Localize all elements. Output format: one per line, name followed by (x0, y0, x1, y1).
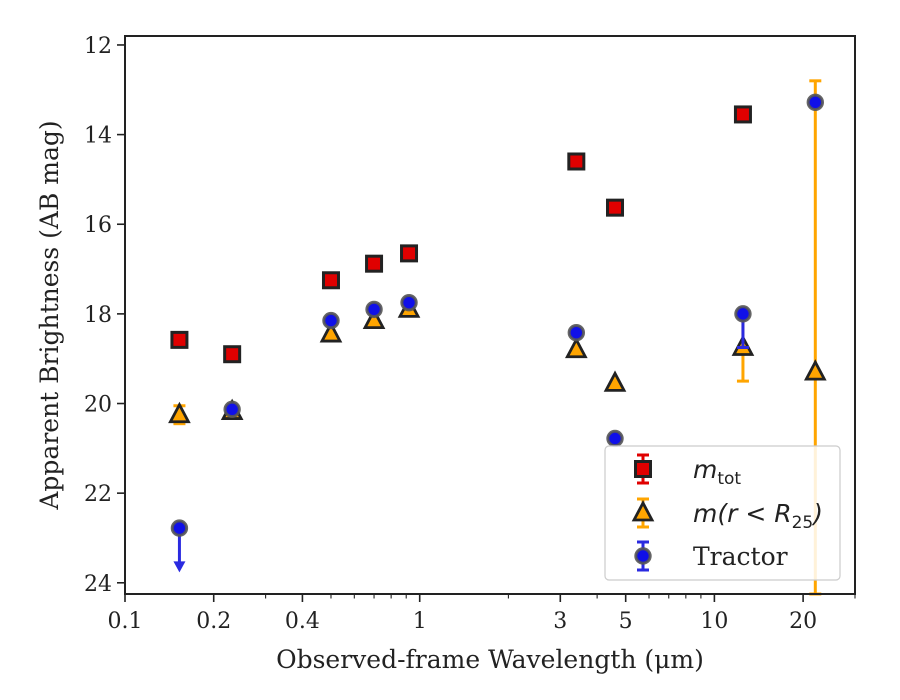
legend-frame (604, 445, 841, 581)
x-tick-label: 0.2 (196, 609, 231, 634)
data-point (365, 254, 384, 273)
x-tick-label: 3 (553, 609, 567, 634)
legend-entry: Tractor (634, 540, 788, 572)
y-tick-label: 14 (84, 124, 112, 149)
y-tick-label: 20 (84, 393, 112, 418)
data-point (170, 330, 189, 349)
data-point (168, 401, 191, 424)
legend-marker (634, 547, 652, 565)
data-point (322, 311, 340, 330)
data-point (734, 305, 752, 323)
data-point (567, 152, 586, 171)
data-point (223, 345, 242, 364)
data-point (362, 307, 386, 330)
x-tick-label: 20 (789, 609, 817, 634)
data-point (400, 244, 419, 263)
y-tick-label: 12 (84, 34, 112, 59)
y-tick-label: 18 (84, 303, 112, 328)
legend-marker (631, 500, 655, 522)
legend-marker (634, 460, 652, 478)
data-point (606, 429, 624, 448)
data-marks (168, 79, 827, 596)
data-point (603, 370, 627, 392)
series-triangle (168, 79, 827, 596)
legend-entry: m(r < R25) (631, 497, 823, 533)
data-point (321, 271, 340, 290)
x-tick-label: 5 (619, 609, 633, 634)
axis-ticks: 0.1 0.2 0.4 1 3 5 10 20 12 14 16 18 20 22 24 (84, 34, 856, 634)
data-point (567, 324, 586, 342)
y-tick-label: 22 (84, 482, 112, 507)
legend-entry: mtot (634, 453, 741, 489)
data-point (319, 321, 343, 343)
x-tick-label: 1 (413, 609, 427, 634)
series-square (170, 105, 752, 364)
y-tick-label: 16 (84, 213, 112, 238)
data-point (803, 359, 827, 381)
x-tick-label: 0.1 (108, 609, 143, 634)
y-tick-label: 24 (84, 572, 112, 597)
x-tick-label: 0.4 (285, 609, 320, 634)
data-point (806, 93, 825, 112)
x-tick-label: 10 (700, 609, 728, 634)
y-axis-label: Apparent Brightness (AB mag) (35, 120, 64, 510)
data-point (400, 293, 418, 312)
legend-label: Tractor (693, 542, 788, 571)
x-axis-label: Observed-frame Wavelength (μm) (276, 645, 704, 674)
data-point (733, 105, 752, 124)
plot-frame (124, 35, 856, 595)
data-point (223, 400, 241, 419)
legend: mtot m(r < R25) Tractor (604, 445, 841, 581)
upper-limit-arrow-head (173, 561, 186, 573)
legend-label: mtot (693, 455, 741, 489)
data-point (170, 519, 189, 537)
data-point (564, 336, 588, 359)
data-point (606, 198, 625, 217)
legend-label: m(r < R25) (693, 499, 823, 533)
data-point (365, 300, 383, 319)
